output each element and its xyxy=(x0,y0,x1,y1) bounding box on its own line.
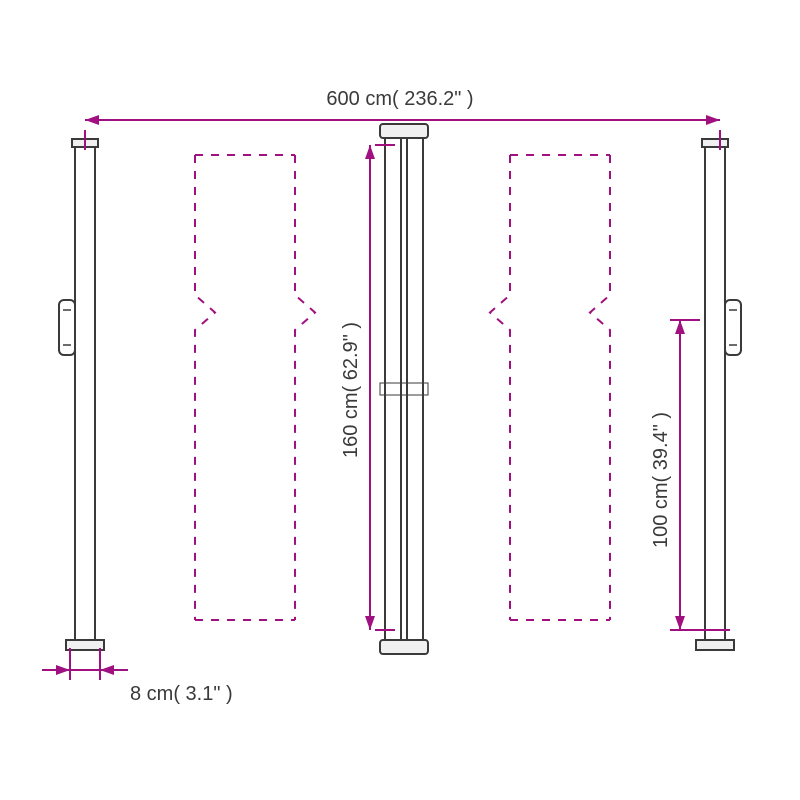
panel-right-edge xyxy=(490,155,510,620)
center-column-0 xyxy=(385,138,401,640)
dim-label: 8 cm( 3.1" ) xyxy=(130,683,233,705)
arrowhead xyxy=(85,115,99,125)
arrowhead xyxy=(56,665,70,675)
arrowhead xyxy=(100,665,114,675)
center-cap-bottom xyxy=(380,640,428,654)
panel-right-edge xyxy=(590,155,610,620)
handle-left xyxy=(59,300,75,355)
panel-left-edge xyxy=(295,155,315,620)
center-cap-top xyxy=(380,124,428,138)
base-plate-left xyxy=(66,640,104,650)
dimension-diagram: 600 cm( 236.2" ) 160 cm( 62.9" ) 100 cm( 3… xyxy=(0,0,800,800)
post-left xyxy=(75,145,95,640)
dim-label: 600 cm( 236.2" ) xyxy=(326,88,473,110)
arrowhead xyxy=(675,320,685,334)
dim-label: 100 cm( 39.4" ) xyxy=(650,412,672,548)
arrowhead xyxy=(365,616,375,630)
post-right xyxy=(705,145,725,640)
dim-label: 160 cm( 62.9" ) xyxy=(340,322,362,458)
base-plate-right xyxy=(696,640,734,650)
arrowhead xyxy=(706,115,720,125)
panel-left-edge xyxy=(195,155,215,620)
center-column-1 xyxy=(407,138,423,640)
arrowhead xyxy=(675,616,685,630)
handle-right xyxy=(725,300,741,355)
arrowhead xyxy=(365,145,375,159)
